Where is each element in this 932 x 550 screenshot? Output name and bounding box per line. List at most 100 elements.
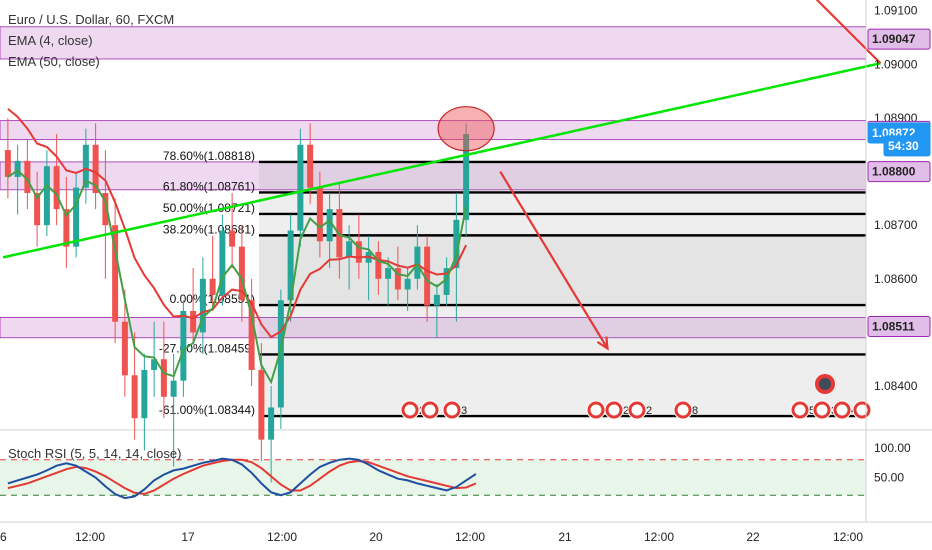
event-icon[interactable]: 3 xyxy=(442,400,467,420)
candle-body xyxy=(385,268,392,279)
stoch-rsi-legend[interactable]: Stoch RSI (5, 5, 14, 14, close) xyxy=(8,446,181,461)
candle-body xyxy=(443,268,450,295)
flag-icon-center xyxy=(446,404,458,416)
stoch-rsi-pane[interactable] xyxy=(0,429,932,523)
event-icon[interactable]: 2 xyxy=(627,400,652,420)
price-label-box xyxy=(883,135,931,157)
drawings-layer[interactable] xyxy=(2,0,882,351)
event-icon[interactable]: 8 xyxy=(673,400,698,420)
event-icon[interactable]: 5 xyxy=(790,400,815,420)
zones-layer xyxy=(0,26,867,339)
candle-body xyxy=(307,144,314,188)
time-tick-label: 12:00 xyxy=(644,530,674,544)
candle-body xyxy=(297,144,304,231)
fib-level-label: -27.00%(1.08459) xyxy=(159,341,255,355)
candle-body xyxy=(121,321,128,376)
time-tick-label: 12:00 xyxy=(833,530,863,544)
flag-icon-center xyxy=(590,404,602,416)
fib-area xyxy=(259,161,866,417)
candle-body xyxy=(424,246,431,306)
zone-band xyxy=(0,26,867,60)
event-count: 3 xyxy=(461,405,467,417)
time-tick-label: 17 xyxy=(181,530,195,544)
event-count: 8 xyxy=(692,405,698,417)
time-tick-label: 22 xyxy=(746,530,760,544)
candle-body xyxy=(63,209,70,247)
arrow-head xyxy=(596,336,609,351)
zone-band xyxy=(0,120,867,140)
price-tick-label: 1.09000 xyxy=(874,57,918,71)
event-icon[interactable] xyxy=(815,374,835,394)
arrow-line[interactable] xyxy=(499,171,609,350)
flag-icon-center xyxy=(794,404,806,416)
arrow-line[interactable] xyxy=(764,0,882,65)
event-icon[interactable] xyxy=(852,400,872,420)
candle-body xyxy=(414,246,421,279)
time-axis[interactable]: 6 12:00 17 12:00 20 12:00 21 12:00 22 12:00 xyxy=(0,530,863,544)
event-icon[interactable] xyxy=(586,400,606,420)
ema-4-line xyxy=(7,169,468,385)
flag-icon-center xyxy=(856,404,868,416)
candle-body xyxy=(433,294,440,306)
symbol-title[interactable]: Euro / U.S. Dollar, 60, FXCM xyxy=(8,12,174,27)
candle-body xyxy=(316,187,323,242)
candle-body xyxy=(180,310,187,381)
flag-icon-center xyxy=(608,404,620,416)
price-label: 54:30 xyxy=(888,139,919,153)
price-label-box xyxy=(867,28,931,50)
time-tick-label: 12:00 xyxy=(75,530,105,544)
candle-body xyxy=(346,241,353,258)
candle-body xyxy=(375,251,382,279)
time-tick-label: 6 xyxy=(0,530,7,544)
flag-icon-center xyxy=(404,404,416,416)
zone-band xyxy=(0,161,867,191)
candle-body xyxy=(453,219,460,269)
ema-fast-legend[interactable]: EMA (4, close) xyxy=(8,33,93,48)
candle-body xyxy=(219,230,226,295)
fib-level-label: 38.20%(1.08681) xyxy=(163,222,255,236)
flag-icon-center xyxy=(677,404,689,416)
candle-body xyxy=(199,278,206,333)
candle-body xyxy=(34,193,41,226)
fib-retracement[interactable]: 78.60%(1.08818)61.80%(1.08761)50.00%(1.0… xyxy=(159,149,866,418)
candle-body xyxy=(170,380,177,397)
candle-body xyxy=(404,278,411,290)
time-tick-label: 20 xyxy=(369,530,383,544)
ema-layer xyxy=(7,108,468,385)
price-label: 1.08511 xyxy=(872,320,915,334)
candle-body xyxy=(229,230,236,247)
price-label: 1.08800 xyxy=(872,165,916,179)
price-axis[interactable]: 1.091001.090001.089001.087001.086001.084… xyxy=(865,0,931,522)
flag-icon-center xyxy=(816,404,828,416)
gear-icon xyxy=(819,378,831,390)
candle-body xyxy=(131,375,138,419)
price-tick-label: 1.08700 xyxy=(874,218,918,232)
price-tick-label: 1.08400 xyxy=(874,379,918,393)
time-tick-label: 12:00 xyxy=(455,530,485,544)
fib-level-label: -61.00%(1.08344) xyxy=(159,403,255,417)
candle-body xyxy=(258,369,265,440)
candle-body xyxy=(14,160,21,177)
price-label: 1.09047 xyxy=(872,32,916,46)
events-layer[interactable]: 23228534 xyxy=(400,374,872,420)
candle-body xyxy=(336,209,343,258)
event-icon[interactable] xyxy=(420,400,440,420)
candle-body xyxy=(112,225,119,322)
ema-slow-legend[interactable]: EMA (50, close) xyxy=(8,54,100,69)
stoch-tick-label: 100.00 xyxy=(874,441,911,455)
candle-body xyxy=(209,278,216,295)
candle-body xyxy=(102,193,109,226)
event-count: 2 xyxy=(623,405,629,417)
event-icon[interactable]: 2 xyxy=(604,400,629,420)
trendline[interactable] xyxy=(2,62,881,259)
event-count: 2 xyxy=(646,405,652,417)
candle-body xyxy=(287,230,294,301)
highlight-ellipse[interactable] xyxy=(437,106,495,152)
flag-icon-center xyxy=(836,404,848,416)
candle-body xyxy=(24,160,31,194)
candle-body xyxy=(151,359,158,370)
candle-body xyxy=(43,166,50,226)
fib-level-label: 61.80%(1.08761) xyxy=(163,179,255,193)
flag-icon-center xyxy=(424,404,436,416)
